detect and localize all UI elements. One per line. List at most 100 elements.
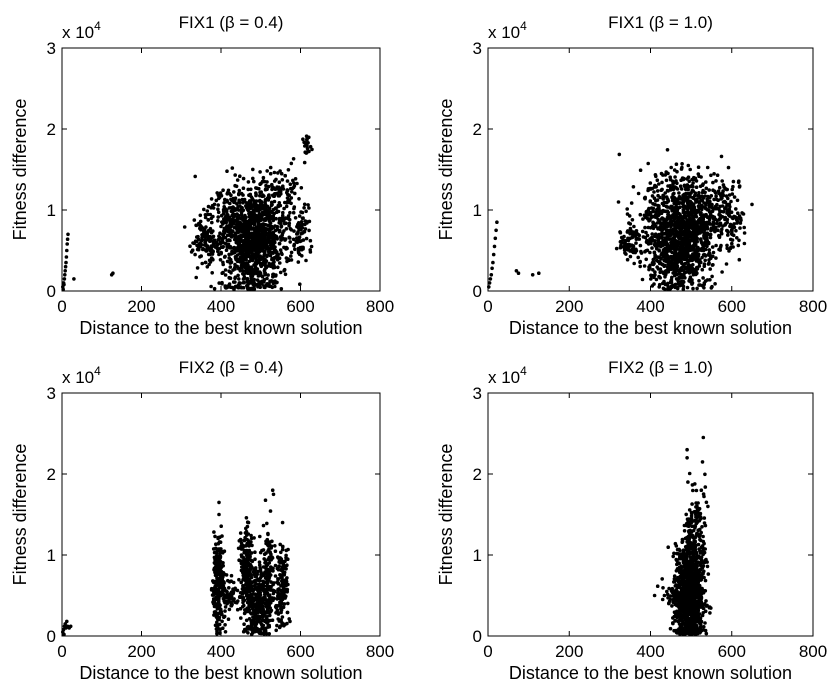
data-point — [216, 557, 221, 561]
data-point — [299, 220, 304, 224]
data-point — [685, 285, 690, 290]
data-point — [678, 184, 683, 188]
data-point — [685, 183, 690, 187]
data-point — [282, 573, 287, 577]
data-point — [192, 218, 197, 222]
data-point — [250, 250, 254, 255]
data-point — [301, 238, 306, 242]
data-point — [732, 195, 737, 199]
data-point — [670, 204, 674, 209]
data-point — [276, 204, 281, 209]
data-point — [712, 215, 717, 219]
data-point — [227, 269, 231, 274]
data-point — [716, 228, 720, 233]
data-point — [217, 500, 221, 505]
data-point — [245, 520, 250, 524]
data-point — [701, 276, 705, 280]
data-point — [656, 193, 660, 198]
data-point — [488, 277, 493, 281]
data-point — [226, 284, 230, 288]
data-point — [666, 545, 670, 549]
data-point — [303, 141, 308, 145]
data-point — [213, 623, 218, 628]
data-point — [631, 235, 635, 239]
data-point — [249, 533, 253, 538]
data-point — [656, 213, 661, 218]
data-point — [644, 230, 648, 235]
data-point — [278, 561, 283, 565]
data-point — [272, 211, 277, 216]
data-point — [278, 593, 282, 598]
data-point — [305, 146, 310, 151]
data-point — [270, 488, 275, 493]
data-point — [251, 176, 255, 181]
data-point — [237, 188, 242, 193]
data-point — [693, 176, 698, 181]
data-point — [277, 201, 282, 205]
data-point — [242, 230, 246, 235]
data-point — [673, 175, 677, 179]
data-point — [702, 231, 706, 236]
data-point — [236, 208, 241, 212]
data-point — [252, 281, 257, 286]
x-axis-label: Distance to the best known solution — [79, 663, 362, 683]
data-point — [280, 213, 285, 218]
data-point — [707, 241, 711, 246]
y-tick-label: 0 — [47, 282, 56, 301]
data-point — [262, 552, 267, 556]
data-point — [702, 252, 707, 257]
data-point — [203, 260, 208, 265]
data-point — [248, 588, 252, 592]
data-point — [737, 214, 742, 218]
data-point — [666, 184, 670, 188]
data-point — [253, 592, 258, 597]
data-point — [265, 243, 269, 248]
data-point — [672, 251, 677, 255]
data-point — [716, 189, 721, 193]
data-point — [265, 169, 270, 173]
data-point — [537, 271, 541, 276]
scatter-markers — [487, 148, 754, 292]
data-point — [267, 555, 272, 560]
data-point — [295, 181, 299, 186]
data-point — [653, 253, 657, 257]
data-point — [252, 287, 257, 291]
data-point — [262, 239, 266, 244]
plot-frame — [487, 47, 814, 292]
data-point — [206, 218, 211, 222]
data-point — [718, 210, 722, 214]
data-point — [229, 590, 234, 594]
data-point — [191, 241, 195, 245]
data-point — [696, 245, 700, 250]
data-point — [261, 523, 266, 528]
data-point — [266, 540, 271, 544]
data-point — [260, 213, 265, 218]
data-point — [730, 192, 735, 196]
data-point — [264, 566, 268, 571]
data-point — [211, 206, 216, 210]
data-point — [213, 597, 217, 602]
data-point — [62, 277, 67, 281]
data-point — [209, 249, 213, 254]
data-point — [228, 276, 233, 281]
data-point — [271, 492, 276, 497]
data-point — [724, 262, 729, 266]
y-scale-exponent: x 104 — [62, 19, 101, 42]
data-point — [63, 269, 67, 273]
data-point — [742, 225, 746, 230]
data-point — [260, 194, 265, 199]
data-point — [270, 618, 275, 622]
data-point — [642, 264, 647, 268]
data-point — [278, 189, 283, 194]
data-point — [206, 204, 211, 209]
data-point — [651, 260, 656, 264]
data-point — [702, 244, 706, 248]
data-point — [252, 204, 256, 208]
data-point — [65, 242, 69, 246]
data-point — [305, 221, 309, 225]
data-point — [202, 207, 206, 212]
data-point — [236, 273, 240, 278]
data-point — [229, 224, 233, 228]
data-point — [651, 268, 655, 272]
